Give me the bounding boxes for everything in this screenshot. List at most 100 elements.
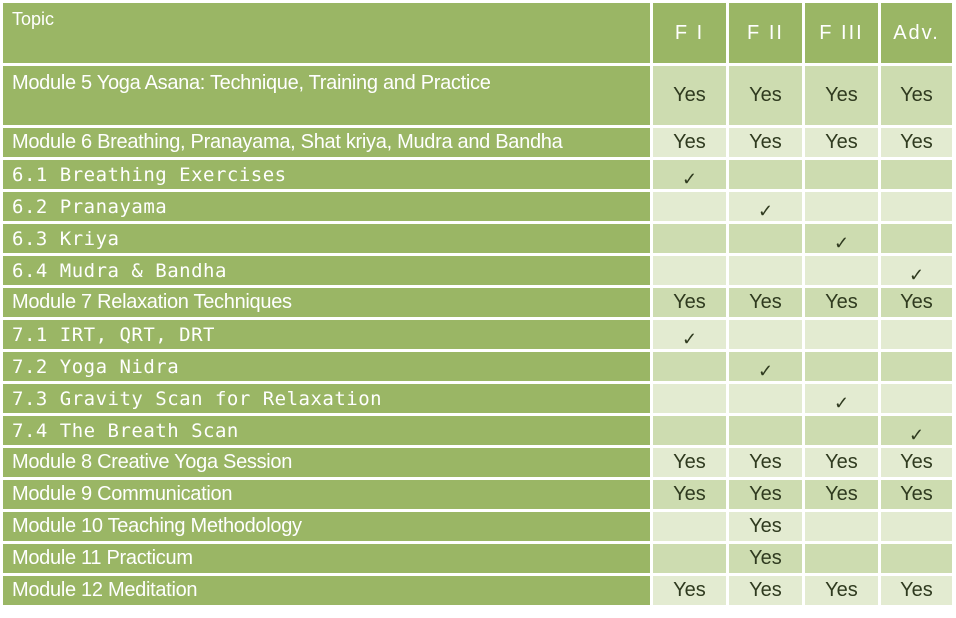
table-row: Module 7 Relaxation Techniques Yes Yes Yes Y… [3,288,952,317]
value-cell [805,160,878,189]
value-cell [881,512,952,541]
table-row: 6.4 Mudra & Bandha ✓ [3,256,952,285]
value-cell [653,256,726,285]
row-topic: Module 7 Relaxation Techniques [3,288,650,317]
checkmark-icon: ✓ [681,329,698,349]
row-topic: Module 6 Breathing, Pranayama, Shat kriy… [3,128,650,157]
value-cell: Yes [729,448,802,477]
row-topic: 7.2 Yoga Nidra [3,352,650,381]
table-row: 7.1 IRT, QRT, DRT ✓ [3,320,952,349]
table-row: Module 12 Meditation Yes Yes Yes Yes [3,576,952,605]
header-row: Topic F I F II F III Adv. [3,3,952,63]
table-row: Module 9 Communication Yes Yes Yes Yes [3,480,952,509]
value-cell [653,192,726,221]
table-row: 7.2 Yoga Nidra ✓ [3,352,952,381]
value-cell [729,224,802,253]
value-cell [805,192,878,221]
value-cell [805,352,878,381]
row-topic: 7.3 Gravity Scan for Relaxation [3,384,650,413]
value-cell [881,352,952,381]
check-cell: ✓ [881,256,952,285]
value-cell: Yes [805,448,878,477]
check-cell: ✓ [805,224,878,253]
row-topic: Module 10 Teaching Methodology [3,512,650,541]
header-col-f2: F II [729,3,802,63]
value-cell [881,224,952,253]
row-topic: Module 8 Creative Yoga Session [3,448,650,477]
value-cell [653,352,726,381]
table-row: Module 11 Practicum Yes [3,544,952,573]
row-topic: 6.2 Pranayama [3,192,650,221]
table-row: Module 6 Breathing, Pranayama, Shat kriy… [3,128,952,157]
table-row: Module 8 Creative Yoga Session Yes Yes Yes Y… [3,448,952,477]
check-cell: ✓ [729,192,802,221]
value-cell [881,384,952,413]
row-topic: 7.1 IRT, QRT, DRT [3,320,650,349]
row-topic: Module 12 Meditation [3,576,650,605]
header-col-adv: Adv. [881,3,952,63]
table-row: 7.4 The Breath Scan ✓ [3,416,952,445]
checkmark-icon: ✓ [833,233,850,253]
value-cell [729,256,802,285]
value-cell: Yes [729,288,802,317]
value-cell: Yes [805,288,878,317]
value-cell [805,256,878,285]
value-cell [729,320,802,349]
value-cell [653,512,726,541]
value-cell: Yes [653,128,726,157]
checkmark-icon: ✓ [757,201,774,221]
value-cell: Yes [653,66,726,125]
value-cell: Yes [653,448,726,477]
value-cell [805,320,878,349]
table-row: Module 10 Teaching Methodology Yes [3,512,952,541]
header-topic: Topic [3,3,650,63]
table-row: 6.1 Breathing Exercises ✓ [3,160,952,189]
value-cell: Yes [805,480,878,509]
row-topic: 6.4 Mudra & Bandha [3,256,650,285]
value-cell [881,192,952,221]
row-topic: 6.1 Breathing Exercises [3,160,650,189]
value-cell [653,544,726,573]
value-cell: Yes [653,480,726,509]
header-col-f3: F III [805,3,878,63]
checkmark-icon: ✓ [908,425,925,445]
value-cell: Yes [729,544,802,573]
row-topic: 6.3 Kriya [3,224,650,253]
value-cell [805,544,878,573]
value-cell [653,384,726,413]
check-cell: ✓ [653,160,726,189]
table-row: 6.3 Kriya ✓ [3,224,952,253]
check-cell: ✓ [881,416,952,445]
check-cell: ✓ [729,352,802,381]
value-cell: Yes [881,288,952,317]
check-cell: ✓ [653,320,726,349]
value-cell [805,512,878,541]
value-cell [729,160,802,189]
value-cell [653,224,726,253]
value-cell: Yes [729,512,802,541]
value-cell: Yes [805,66,878,125]
row-topic: 7.4 The Breath Scan [3,416,650,445]
checkmark-icon: ✓ [833,393,850,413]
table-row: Module 5 Yoga Asana: Technique, Training… [3,66,952,125]
value-cell [881,320,952,349]
value-cell [729,416,802,445]
value-cell: Yes [653,288,726,317]
checkmark-icon: ✓ [757,361,774,381]
value-cell: Yes [881,128,952,157]
value-cell [881,160,952,189]
check-cell: ✓ [805,384,878,413]
value-cell: Yes [881,576,952,605]
table-row: 6.2 Pranayama ✓ [3,192,952,221]
value-cell: Yes [881,66,952,125]
value-cell: Yes [805,576,878,605]
value-cell: Yes [805,128,878,157]
table-row: 7.3 Gravity Scan for Relaxation ✓ [3,384,952,413]
header-col-f1: F I [653,3,726,63]
value-cell [881,544,952,573]
value-cell: Yes [729,128,802,157]
value-cell: Yes [729,66,802,125]
row-topic: Module 9 Communication [3,480,650,509]
value-cell: Yes [653,576,726,605]
